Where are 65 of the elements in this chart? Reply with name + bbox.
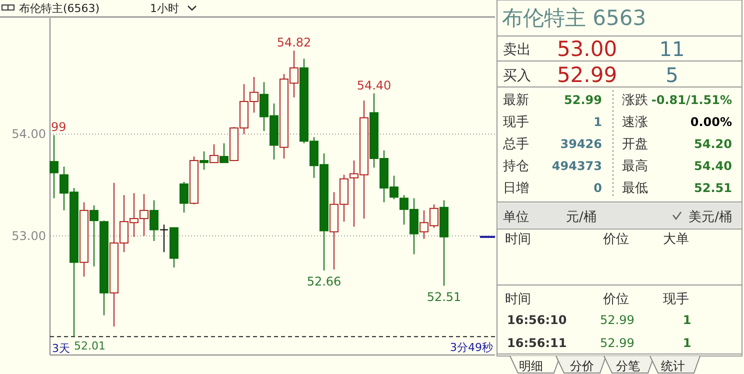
text: 494373 (552, 159, 602, 173)
text: 分价 (570, 359, 594, 373)
candlestick (150, 200, 158, 242)
text: 持仓 (503, 159, 529, 174)
text: 元/桶 (566, 210, 596, 225)
y-tick-label: 54.00 (12, 127, 46, 142)
text: 总手 (502, 137, 529, 152)
text: 52.99 (600, 313, 634, 327)
text: 速涨 (622, 115, 648, 130)
annotation: 3天 (52, 342, 70, 355)
text: 0 (594, 181, 602, 195)
text: 最高 (622, 158, 648, 174)
text: 52.99 (556, 63, 618, 87)
text: -0.81/1.51% (651, 93, 732, 107)
text: 单位 (503, 210, 529, 225)
text: 分笔 (616, 359, 640, 373)
annotation: 52.51 (426, 290, 462, 304)
text: 美元/桶 (688, 209, 732, 225)
text: 3分49秒 (450, 341, 493, 354)
annotation: 99 (51, 120, 66, 134)
candlestick (200, 150, 208, 170)
text: 最低 (622, 181, 648, 196)
text: 0.00% (690, 115, 732, 129)
text: 布伦特主 6563 (502, 6, 646, 30)
text: 卖出 (503, 42, 531, 58)
chart-title: 布伦特主(6563) (19, 2, 100, 15)
text: 现手 (663, 292, 689, 307)
text: 时间 (505, 232, 531, 247)
text: 1 (682, 336, 692, 350)
text: 大单 (663, 232, 689, 247)
annotation: 54.82 (276, 36, 312, 50)
text: 54.20 (694, 137, 732, 151)
candlestick (220, 142, 228, 164)
text: 52.51 (694, 181, 732, 195)
text: 日增 (503, 181, 529, 196)
annotation: 52.66 (306, 274, 342, 288)
chart-subtitle: 1小时 (150, 2, 179, 15)
text: 11 (659, 37, 685, 61)
text: 54.40 (694, 159, 732, 173)
text: 最新 (503, 93, 529, 108)
candlestick (90, 204, 98, 267)
text: 价位 (602, 232, 629, 247)
ref-line-label: 52.01 (74, 340, 106, 353)
text: 52.99 (564, 93, 602, 107)
text: 开盘 (622, 137, 648, 152)
annotation: 54.40 (356, 78, 392, 92)
text: 1 (682, 313, 692, 327)
text: 5 (666, 63, 678, 87)
candlestick (50, 134, 58, 199)
text: 时间 (505, 292, 531, 307)
text: 52.99 (600, 336, 634, 350)
text: 16:56:11 (507, 336, 567, 350)
candlestick (160, 224, 168, 253)
candlestick (210, 144, 218, 164)
text: 16:56:10 (507, 313, 567, 327)
text: 涨跌 (622, 93, 648, 108)
text: 买入 (503, 68, 531, 84)
candlestick (180, 181, 188, 213)
text: 统计 (661, 359, 685, 373)
text: 1 (594, 115, 602, 129)
text: 53.00 (556, 37, 618, 61)
text: 明细 (519, 359, 543, 373)
text: 现手 (503, 115, 529, 130)
text: 39426 (560, 137, 602, 151)
text: 价位 (602, 292, 629, 307)
